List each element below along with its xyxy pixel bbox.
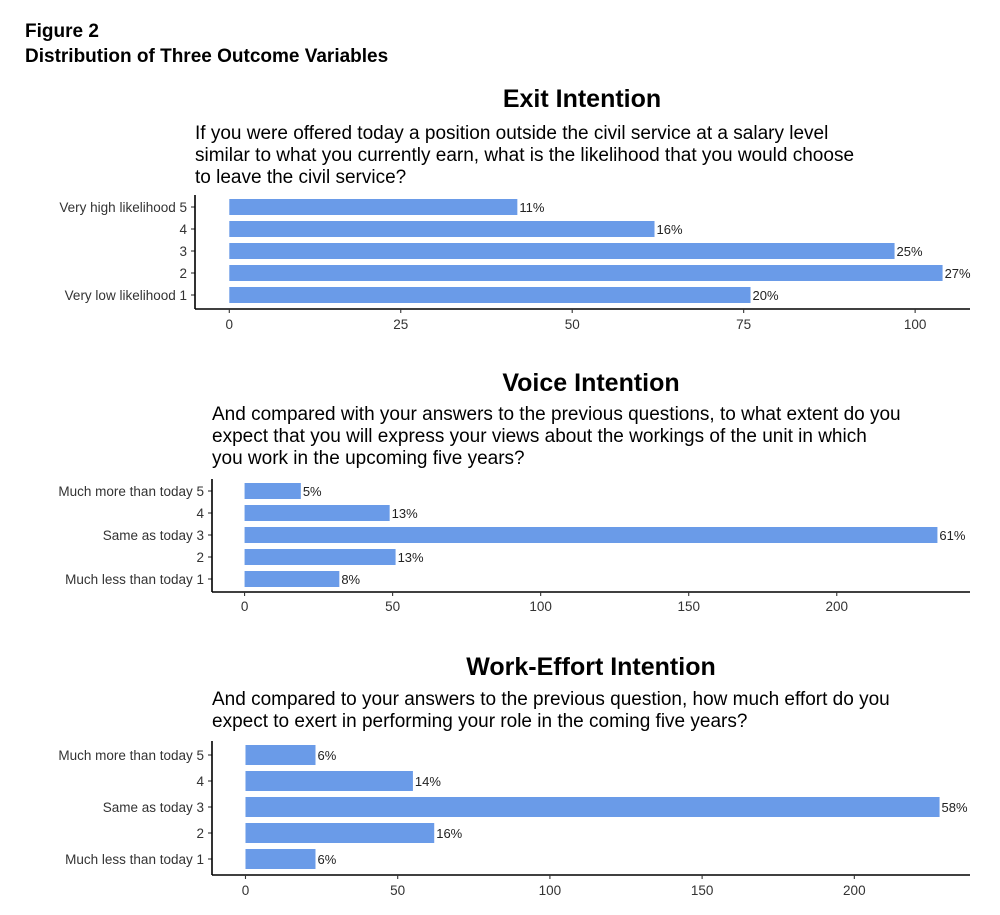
bar bbox=[244, 549, 396, 565]
x-tick-label: 0 bbox=[242, 883, 250, 898]
bar bbox=[245, 823, 435, 843]
x-tick-label: 50 bbox=[385, 599, 400, 614]
bar bbox=[245, 771, 413, 791]
x-tick-label: 100 bbox=[904, 317, 927, 332]
bar bbox=[245, 849, 316, 869]
category-label: Same as today 3 bbox=[103, 800, 204, 815]
data-label: 14% bbox=[415, 774, 441, 789]
bar bbox=[229, 265, 943, 281]
category-label: Much more than today 5 bbox=[58, 748, 204, 763]
figure-title: Distribution of Three Outcome Variables bbox=[25, 46, 389, 67]
data-label: 16% bbox=[657, 222, 683, 237]
panel-title: Exit Intention bbox=[503, 85, 661, 113]
x-tick-label: 75 bbox=[736, 317, 751, 332]
category-label: Much less than today 1 bbox=[65, 852, 204, 867]
category-label: Very high likelihood 5 bbox=[59, 200, 187, 215]
panel-question-line: And compared with your answers to the pr… bbox=[212, 404, 901, 425]
data-label: 61% bbox=[939, 528, 965, 543]
data-label: 27% bbox=[945, 266, 971, 281]
data-label: 11% bbox=[519, 200, 544, 215]
data-label: 6% bbox=[318, 748, 337, 763]
panel-question-line: similar to what you currently earn, what… bbox=[195, 145, 854, 166]
category-label: 4 bbox=[196, 506, 204, 521]
bar bbox=[229, 243, 895, 259]
category-label: 4 bbox=[179, 222, 187, 237]
panel-title: Voice Intention bbox=[502, 369, 679, 397]
x-tick-label: 150 bbox=[677, 599, 700, 614]
x-tick-label: 150 bbox=[691, 883, 714, 898]
category-label: Same as today 3 bbox=[103, 528, 204, 543]
bar bbox=[229, 221, 655, 237]
data-label: 25% bbox=[897, 244, 923, 259]
x-tick-label: 50 bbox=[565, 317, 580, 332]
x-tick-label: 25 bbox=[393, 317, 408, 332]
bar bbox=[245, 745, 316, 765]
category-label: 2 bbox=[196, 826, 204, 841]
figure-label: Figure 2 bbox=[25, 21, 99, 42]
panel-question-line: to leave the civil service? bbox=[195, 167, 406, 188]
panel-question-line: expect that you will express your views … bbox=[212, 426, 867, 447]
category-label: Very low likelihood 1 bbox=[65, 288, 187, 303]
x-tick-label: 0 bbox=[226, 317, 234, 332]
bar bbox=[244, 483, 301, 499]
panel-question-line: And compared to your answers to the prev… bbox=[212, 689, 890, 710]
category-label: 2 bbox=[179, 266, 187, 281]
panel-question-line: you work in the upcoming five years? bbox=[212, 448, 525, 469]
category-label: 4 bbox=[196, 774, 204, 789]
x-tick-label: 100 bbox=[539, 883, 562, 898]
x-tick-label: 200 bbox=[825, 599, 848, 614]
bar bbox=[244, 505, 390, 521]
x-tick-label: 100 bbox=[529, 599, 552, 614]
bar bbox=[229, 287, 751, 303]
panel-question-line: If you were offered today a position out… bbox=[195, 123, 828, 144]
data-label: 16% bbox=[436, 826, 462, 841]
data-label: 20% bbox=[753, 288, 779, 303]
bar bbox=[245, 797, 940, 817]
category-label: 2 bbox=[196, 550, 204, 565]
x-tick-label: 0 bbox=[241, 599, 249, 614]
panel-title: Work-Effort Intention bbox=[466, 653, 716, 681]
x-tick-label: 200 bbox=[843, 883, 866, 898]
bar bbox=[244, 527, 938, 543]
data-label: 13% bbox=[392, 506, 418, 521]
data-label: 5% bbox=[303, 484, 322, 499]
bar bbox=[229, 199, 518, 215]
category-label: Much less than today 1 bbox=[65, 572, 204, 587]
data-label: 8% bbox=[341, 572, 360, 587]
data-label: 6% bbox=[318, 852, 337, 867]
bar bbox=[244, 571, 340, 587]
data-label: 13% bbox=[398, 550, 424, 565]
category-label: 3 bbox=[179, 244, 187, 259]
x-tick-label: 50 bbox=[390, 883, 405, 898]
category-label: Much more than today 5 bbox=[58, 484, 204, 499]
data-label: 58% bbox=[942, 800, 968, 815]
panel-question-line: expect to exert in performing your role … bbox=[212, 711, 747, 732]
